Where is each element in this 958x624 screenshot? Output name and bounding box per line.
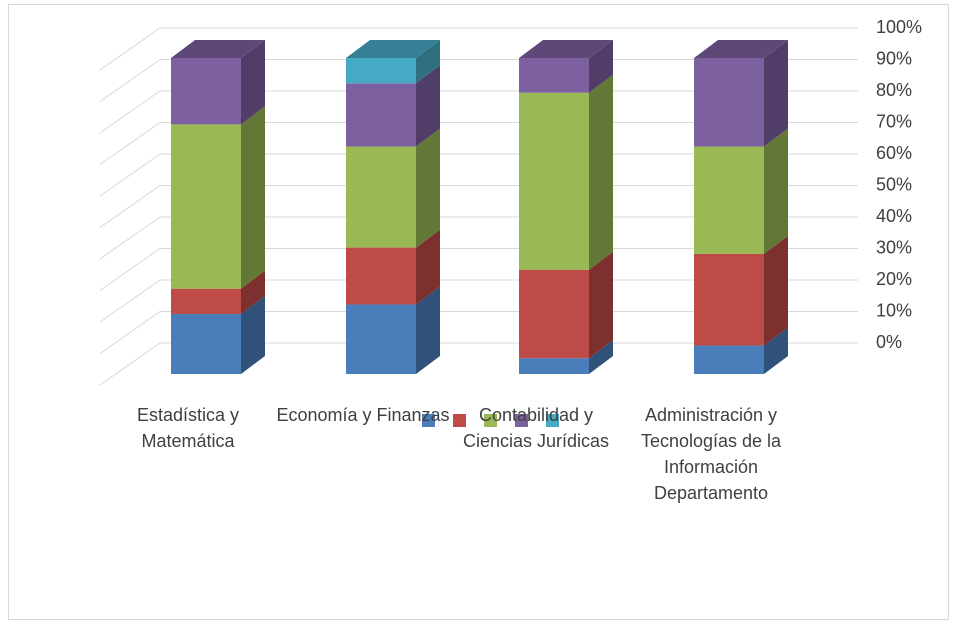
grid-line-side <box>99 122 161 165</box>
bar <box>694 58 764 147</box>
legend-swatch <box>484 414 497 427</box>
bar-side <box>416 286 440 374</box>
y-tick-label: 50% <box>876 174 912 194</box>
x-tick-label: Administración y Tecnologías de la Infor… <box>640 405 782 503</box>
bar <box>171 288 241 314</box>
bar-side <box>589 40 613 93</box>
bar-top <box>694 40 788 58</box>
bar-side <box>589 74 613 270</box>
y-tick-label: 30% <box>876 237 912 257</box>
y-tick-label: 70% <box>876 111 912 131</box>
legend-swatch <box>546 414 559 427</box>
x-tick-label: Contabilidad y Ciencias Jurídicas <box>462 405 610 451</box>
y-tick-label: 80% <box>876 80 912 100</box>
bar-side <box>241 270 265 314</box>
grid-line-side <box>99 311 161 354</box>
grid-line-side <box>99 27 161 71</box>
legend-swatch <box>515 414 528 427</box>
grid-line-side <box>99 153 161 197</box>
y-tick-label: 100% <box>876 17 922 37</box>
y-tick-label: 40% <box>876 206 912 226</box>
bar-side <box>764 327 788 374</box>
x-tick-label: Estadística y Matemática <box>136 405 240 451</box>
grid-line-side <box>99 185 161 228</box>
bar-top <box>346 40 440 58</box>
bar-side <box>416 128 440 248</box>
bar-top <box>171 40 265 58</box>
bar <box>694 345 764 374</box>
bar-top <box>519 40 613 58</box>
grid-line-side <box>99 90 161 134</box>
bar <box>346 58 416 84</box>
y-tick-label: 60% <box>876 143 912 163</box>
grid-line-side <box>99 342 161 386</box>
bar <box>694 146 764 254</box>
bar-side <box>764 128 788 254</box>
bar-side <box>589 340 613 374</box>
bar <box>171 313 241 374</box>
grid-line-side <box>99 248 161 291</box>
bar-side <box>764 235 788 346</box>
bar <box>694 253 764 346</box>
y-tick-label: 0% <box>876 332 902 352</box>
legend-swatch <box>422 414 435 427</box>
legend-swatch <box>453 414 466 427</box>
bar-side <box>764 40 788 147</box>
bar <box>171 58 241 125</box>
bar <box>346 247 416 305</box>
grid-line-side <box>99 216 161 260</box>
bar <box>346 146 416 248</box>
bar-side <box>416 65 440 147</box>
bar-side <box>241 40 265 125</box>
bar <box>171 124 241 289</box>
grid-line-side <box>99 279 161 323</box>
grid-line-side <box>99 59 161 102</box>
bar-side <box>589 251 613 359</box>
y-tick-label: 20% <box>876 269 912 289</box>
bar <box>519 92 589 270</box>
bar <box>519 269 589 359</box>
bar <box>346 304 416 374</box>
bar <box>519 58 589 93</box>
y-tick-label: 10% <box>876 300 912 320</box>
bar-side <box>241 295 265 374</box>
bar-side <box>416 40 440 84</box>
x-tick-label: Economía y Finanzas <box>276 405 450 425</box>
bar-side <box>241 106 265 289</box>
bar <box>346 83 416 147</box>
bar <box>519 358 589 374</box>
y-tick-label: 90% <box>876 48 912 68</box>
bar-side <box>416 229 440 305</box>
